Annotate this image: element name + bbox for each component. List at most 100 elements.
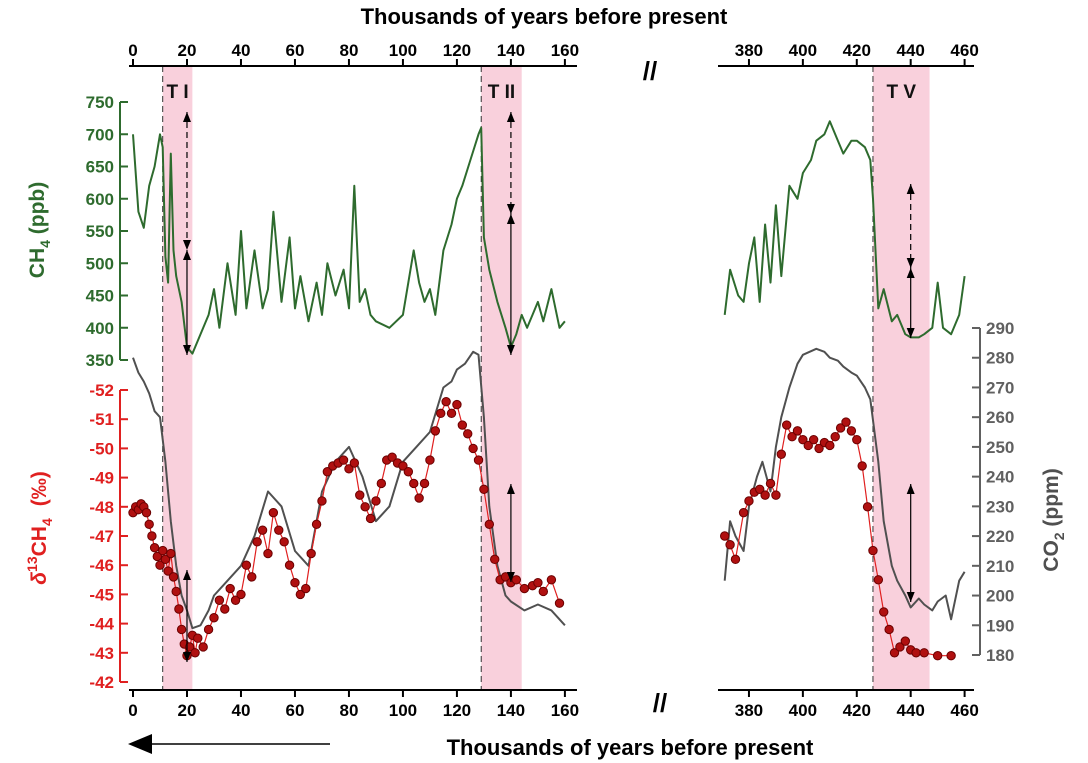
d13-data-point	[814, 443, 824, 454]
d13-data-point	[279, 537, 289, 547]
d13-axis-label: δ13CH4(‰)	[24, 471, 55, 585]
d13-data-point	[430, 426, 441, 436]
top-axis-title: Thousands of years before present	[361, 4, 728, 29]
x-tick-label: 380	[735, 701, 763, 720]
d13-data-point	[787, 432, 797, 442]
arrow-head	[506, 214, 515, 224]
d13-data-point	[441, 396, 451, 407]
ch4-y-tick-label: 550	[86, 222, 114, 241]
d13-data-point	[473, 455, 484, 465]
co2-y-tick-label: 190	[986, 616, 1014, 635]
ch4-y-tick-label: 400	[86, 319, 114, 338]
d13-y-tick-label: -43	[89, 644, 114, 663]
arrow-head	[906, 328, 915, 338]
d13-data-point	[349, 458, 360, 468]
d13-data-point	[257, 525, 268, 535]
arrow-head	[182, 240, 191, 250]
termination-label: T I	[166, 82, 188, 103]
d13-data-point	[371, 496, 381, 506]
ch4-axis-label: CH4 (ppb)	[26, 182, 53, 278]
x-tick-label: 60	[286, 701, 305, 720]
ch4-series-line	[132, 126, 566, 355]
d13-data-point	[511, 575, 522, 585]
d13-y-tick-label: -47	[89, 527, 114, 546]
arrow-head	[182, 570, 191, 580]
x-tick-label: 140	[497, 41, 525, 60]
arrow-head	[506, 572, 515, 582]
d13-data-point	[760, 490, 770, 500]
arrow-head	[906, 268, 915, 278]
d13-data-point	[198, 642, 208, 652]
d13-data-point	[147, 531, 157, 541]
d13-data-point	[771, 490, 781, 500]
d13-data-point	[755, 484, 765, 494]
d13-data-point	[176, 624, 187, 635]
x-tick-label: 40	[232, 701, 251, 720]
d13-data-point	[725, 540, 735, 550]
ch4-y-tick-label: 350	[86, 351, 114, 370]
d13-y-tick-label: -45	[89, 585, 114, 604]
arrow-head	[506, 112, 515, 122]
x-tick-label: 20	[178, 41, 197, 60]
d13-data-point	[932, 651, 943, 661]
co2-y-tick-label: 240	[986, 468, 1014, 487]
d13-data-point	[263, 548, 273, 559]
d13-data-point	[781, 420, 792, 430]
change-arrow	[906, 268, 915, 338]
d13-data-point	[825, 440, 835, 451]
x-tick-label: 160	[551, 701, 579, 720]
d13-data-point	[220, 604, 230, 614]
ch4-y-tick-label: 600	[86, 190, 114, 209]
co2-series-line	[132, 350, 566, 630]
termination-bands: T I T II T V	[162, 66, 930, 690]
change-arrow	[182, 570, 191, 662]
d13-data-point	[546, 575, 557, 585]
d13-data-point	[414, 493, 424, 503]
x-tick-label: 0	[128, 41, 137, 60]
d13-data-point	[868, 545, 878, 556]
d13-data-point	[946, 651, 956, 661]
d13-data-point	[538, 586, 549, 597]
d13-data-point	[225, 583, 235, 594]
d13-data-point	[835, 423, 846, 433]
d13-data-point	[166, 548, 176, 559]
d13-y-tick-label: -42	[89, 673, 114, 692]
axes: 0 20 40 60 80 100 120 140 160 0 20 40 60 80 100 120 140 1…	[86, 41, 1015, 720]
d13-data-point	[419, 478, 430, 489]
d13-data-point	[141, 507, 152, 518]
d13-data-point	[344, 464, 354, 474]
d13-data-point	[484, 519, 495, 530]
co2-series-line	[723, 347, 966, 621]
d13-data-point	[468, 443, 478, 454]
x-tick-label: 40	[232, 41, 251, 60]
termination-band	[872, 66, 930, 690]
change-arrow	[182, 250, 191, 355]
d13-data-point	[160, 554, 171, 565]
d13-data-point	[360, 502, 370, 512]
d13-data-point	[490, 554, 500, 565]
d13-data-point	[236, 589, 246, 600]
ch4-y-tick-label: 700	[86, 125, 114, 144]
d13-data-point	[171, 586, 181, 597]
d13-data-point	[457, 420, 468, 430]
co2-y-tick-label: 210	[986, 557, 1014, 576]
direction-arrow	[128, 734, 330, 754]
d13-data-point	[463, 429, 473, 439]
d13-data-point	[241, 560, 252, 570]
d13-data-point	[425, 455, 435, 465]
d13-data-point	[730, 554, 741, 565]
axis-labels: Thousands of years before present Thousa…	[24, 4, 1067, 760]
d13-data-point	[376, 478, 387, 489]
d13-data-point	[157, 545, 168, 556]
d13-data-point	[252, 537, 262, 547]
co2-y-tick-label: 230	[986, 497, 1014, 516]
x-tick-label: 60	[286, 41, 305, 60]
co2-y-tick-label: 290	[986, 319, 1014, 338]
d13-data-point	[852, 434, 862, 445]
d13-y-tick-label: -50	[89, 439, 114, 458]
d13-y-tick-label: -52	[89, 381, 114, 400]
ch4-series-line	[723, 120, 966, 339]
arrow-head	[182, 652, 191, 662]
d13-data-point	[144, 519, 154, 530]
